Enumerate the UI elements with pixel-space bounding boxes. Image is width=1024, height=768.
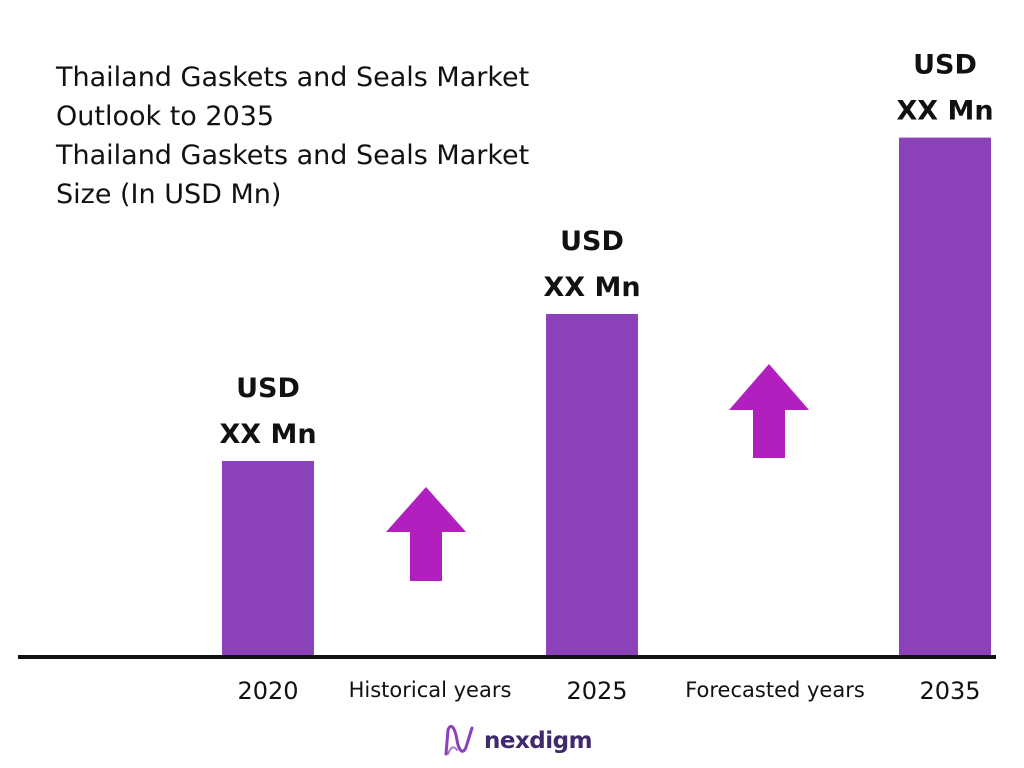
growth-arrow-up-icon [729, 364, 809, 458]
bar-label-currency: USD [560, 226, 624, 257]
period-label: Forecasted years [685, 678, 865, 702]
bar-2020 [222, 461, 314, 657]
brand-logo: nexdigm [442, 724, 593, 758]
growth-arrow-up-icon [386, 487, 466, 581]
x-tick-label: 2020 [237, 677, 298, 705]
period-label: Historical years [349, 678, 512, 702]
bar-label-value: XX Mn [543, 272, 640, 303]
nexdigm-wave-icon [444, 724, 474, 756]
bar-2025 [546, 314, 638, 657]
chart-title: Thailand Gaskets and Seals Market Outloo… [56, 58, 616, 214]
bar-label-value: XX Mn [219, 419, 316, 450]
title-line: Outlook to 2035 [56, 101, 275, 132]
x-tick-label: 2035 [919, 677, 980, 705]
bar-label-currency: USD [236, 373, 300, 404]
bar-label-value: XX Mn [896, 96, 993, 127]
title-line: Thailand Gaskets and Seals Market [56, 140, 530, 171]
bar-2035 [899, 137, 991, 658]
brand-name: nexdigm [484, 728, 593, 754]
x-tick-label: 2025 [566, 677, 627, 705]
title-line: Thailand Gaskets and Seals Market [56, 62, 530, 93]
bar-label-currency: USD [913, 50, 977, 81]
title-line: Size (In USD Mn) [56, 179, 282, 210]
